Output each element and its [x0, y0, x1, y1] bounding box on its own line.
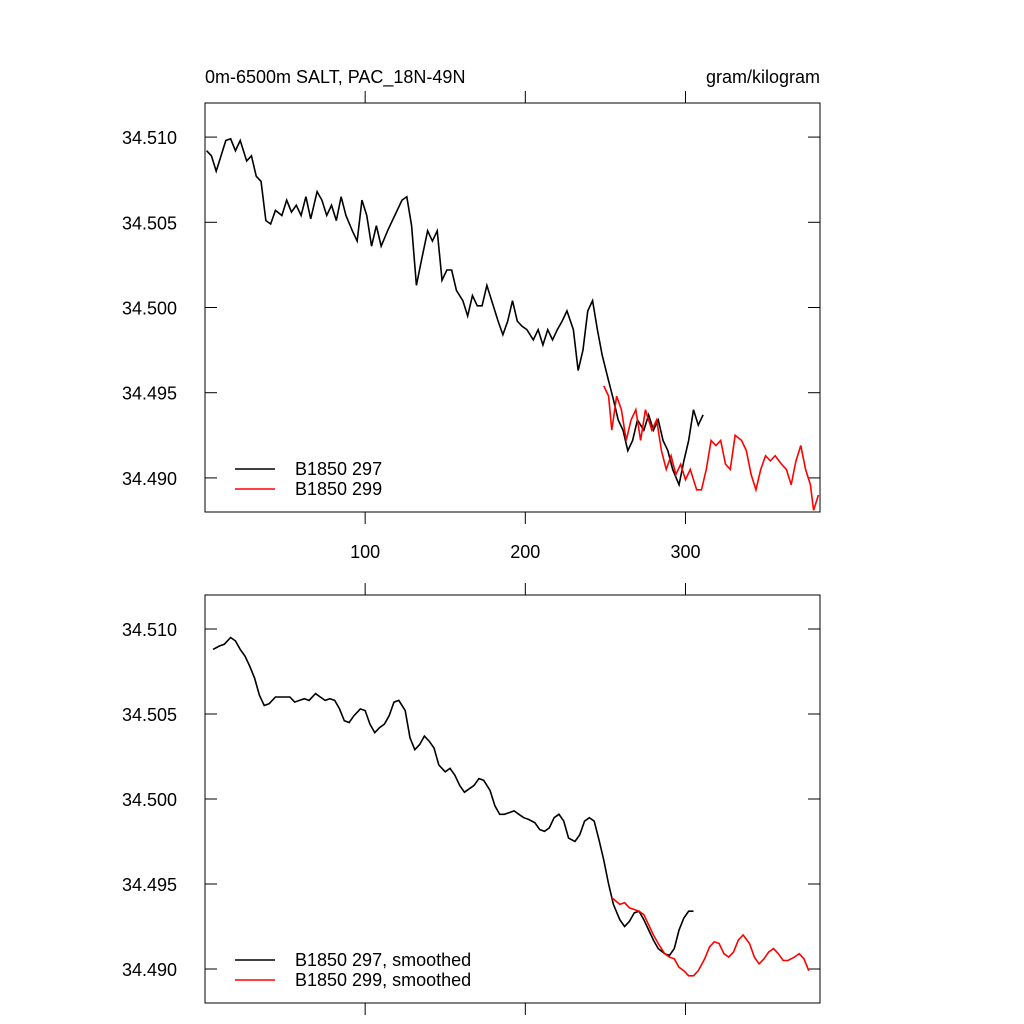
y-tick-label: 34.510 — [122, 620, 177, 640]
units-label: gram/kilogram — [706, 67, 820, 87]
y-tick-label: 34.495 — [122, 875, 177, 895]
panel: 0m-6500m SALT, PAC_18N-49N gram/kilogram 3… — [122, 67, 821, 562]
series-line — [206, 137, 704, 488]
legend-label: B1850 297 — [295, 459, 382, 479]
series-line — [603, 385, 820, 511]
y-tick-label: 34.495 — [122, 384, 177, 404]
plot-frame — [204, 102, 821, 513]
y-tick-label: 34.510 — [122, 128, 177, 148]
panel: 34.510 34.505 34.500 34.495 34.490 B1850 297,… — [122, 583, 821, 1015]
series-line — [611, 896, 810, 977]
y-tick-label: 34.505 — [122, 705, 177, 725]
legend-label: B1850 297, smoothed — [295, 950, 471, 970]
y-tick-label: 34.490 — [122, 960, 177, 980]
plot-frame — [204, 594, 821, 1004]
y-tick-label: 34.505 — [122, 213, 177, 233]
legend-label: B1850 299 — [295, 479, 382, 499]
legend-label: B1850 299, smoothed — [295, 970, 471, 990]
y-tick-label: 34.500 — [122, 299, 177, 319]
series-line — [212, 636, 694, 957]
x-tick-label: 300 — [670, 542, 700, 562]
chart-title: 0m-6500m SALT, PAC_18N-49N — [205, 67, 465, 88]
x-tick-label: 100 — [350, 542, 380, 562]
y-tick-label: 34.490 — [122, 469, 177, 489]
x-tick-label: 200 — [510, 542, 540, 562]
y-tick-label: 34.500 — [122, 790, 177, 810]
